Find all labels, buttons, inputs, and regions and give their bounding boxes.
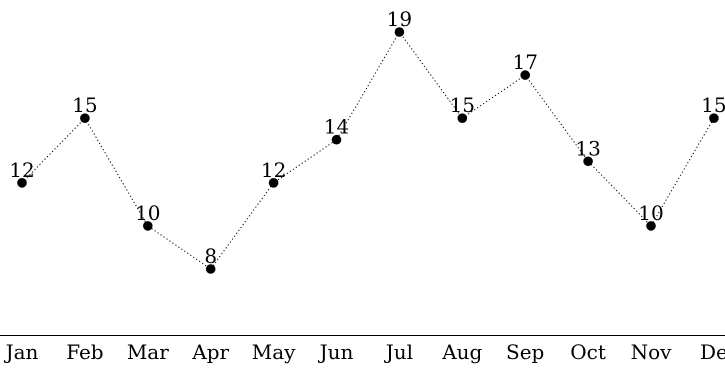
series-line (21, 31, 715, 270)
data-point-feb (80, 113, 90, 123)
data-label-de: 15 (701, 93, 725, 117)
x-tick-label-nov: Nov (631, 340, 673, 364)
x-tick-label-sep: Sep (506, 340, 544, 364)
data-label-jun: 14 (324, 115, 349, 139)
data-point-nov (646, 221, 656, 231)
x-tick-label-feb: Feb (66, 340, 103, 364)
x-tick-label-apr: Apr (191, 340, 229, 364)
data-label-mar: 10 (135, 201, 160, 225)
x-tick-label-jan: Jan (4, 340, 39, 364)
x-tick-label-aug: Aug (441, 340, 482, 364)
data-label-sep: 17 (512, 50, 537, 74)
data-point-oct (583, 156, 593, 167)
x-tick-label-de: De (700, 340, 725, 364)
series-layer: 12 15 10 8 12 14 19 15 17 13 10 15 (9, 7, 725, 274)
data-label-apr: 8 (204, 244, 217, 268)
data-point-jul (394, 27, 405, 37)
data-label-aug: 15 (450, 93, 475, 117)
x-tick-label-mar: Mar (127, 340, 169, 364)
data-point-may (268, 178, 279, 188)
data-point-de (709, 113, 719, 123)
x-tick-label-jul: Jul (384, 340, 413, 364)
data-label-jan: 12 (9, 158, 34, 182)
data-label-may: 12 (261, 158, 286, 182)
data-label-feb: 15 (72, 93, 97, 117)
x-tick-label-oct: Oct (570, 340, 606, 364)
data-point-sep (520, 70, 530, 80)
data-point-jun (331, 134, 342, 145)
data-point-aug (457, 113, 468, 123)
x-tick-label-may: May (252, 340, 296, 364)
x-tick-label-jun: Jun (318, 340, 354, 364)
x-tick-labels: Jan Feb Mar Apr May Jun Jul Aug Sep Oct Nov De (4, 340, 725, 364)
data-label-nov: 10 (638, 201, 663, 225)
data-point-apr (205, 264, 216, 274)
data-point-mar (143, 221, 153, 231)
data-point-jan (17, 178, 27, 188)
data-label-oct: 13 (575, 136, 600, 160)
data-label-jul: 19 (387, 7, 412, 31)
